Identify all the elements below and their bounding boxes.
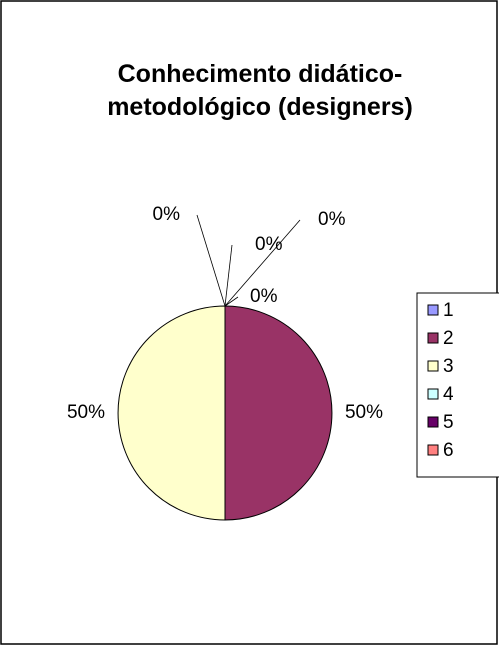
legend-swatch [427, 304, 439, 316]
legend-label: 2 [443, 328, 454, 349]
data-label: 50% [67, 402, 105, 423]
legend-swatch [427, 416, 439, 428]
pie-slice [224, 305, 333, 521]
leader-line [224, 296, 239, 307]
legend-swatch [427, 388, 439, 400]
data-label: 0% [255, 234, 283, 255]
legend-swatch [427, 332, 439, 344]
leader-line [196, 214, 226, 307]
data-label: 0% [318, 209, 346, 230]
data-label: 0% [250, 286, 278, 307]
legend-label: 5 [443, 412, 454, 433]
legend-label: 6 [443, 440, 454, 461]
legend-swatch [427, 444, 439, 456]
leader-line [224, 219, 301, 307]
chart-title: Conhecimento didático-metodológico (desi… [107, 60, 413, 121]
data-label: 0% [153, 204, 181, 225]
legend-label: 3 [443, 356, 454, 377]
legend-label: 4 [443, 384, 454, 405]
legend-label: 1 [443, 300, 454, 321]
pie-slice [117, 305, 226, 521]
legend-swatch [427, 360, 439, 372]
data-label: 50% [345, 402, 383, 423]
leader-line [224, 244, 233, 307]
